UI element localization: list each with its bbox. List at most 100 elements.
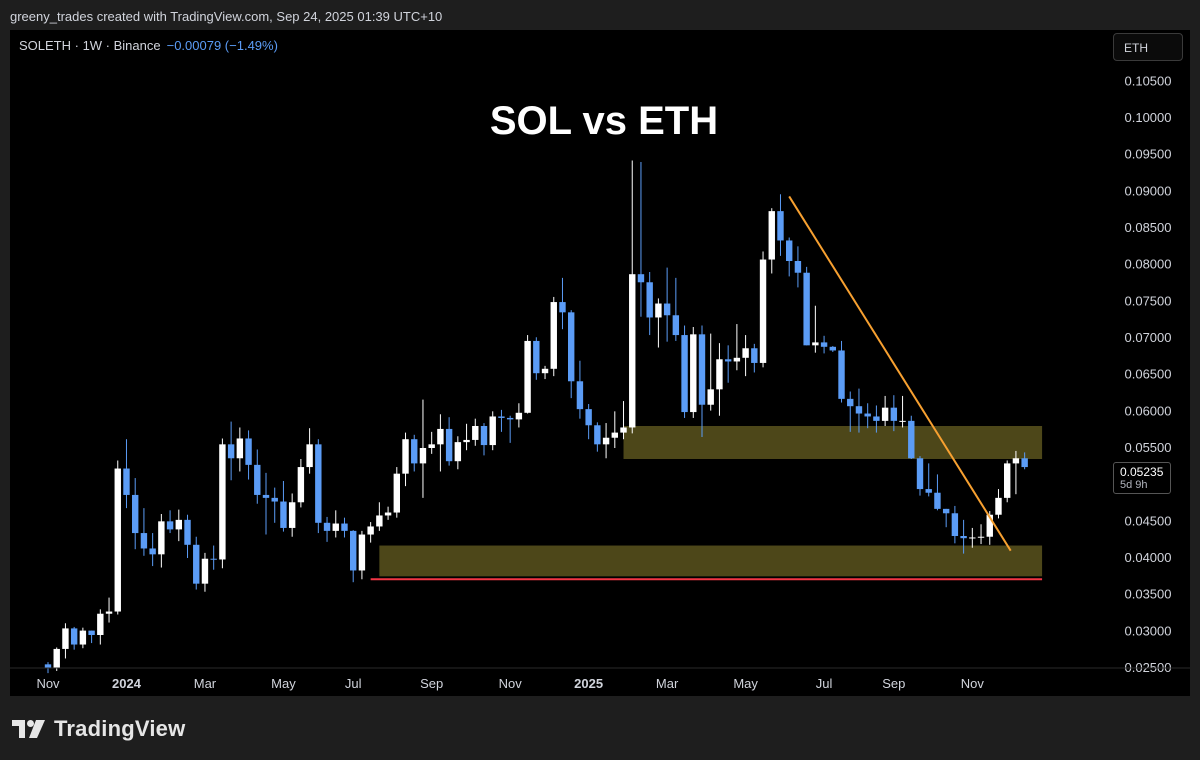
price-axis-label: 0.09000 (1125, 183, 1172, 198)
candle-down (533, 340, 540, 374)
last-price-tag: 0.05235 5d 9h (1113, 462, 1171, 494)
candle-up (1004, 463, 1011, 498)
candle-down (855, 406, 863, 414)
candle-down (445, 428, 453, 462)
candle-down (847, 398, 854, 407)
candle-up (977, 536, 985, 538)
candle-down (925, 489, 932, 493)
time-axis-label: Jul (345, 676, 362, 691)
candle-down (864, 413, 871, 417)
candle-up (201, 558, 209, 584)
candle-down (132, 494, 139, 534)
candle-down (315, 444, 322, 523)
candle-down (681, 335, 688, 413)
price-axis-label: 0.03500 (1125, 587, 1172, 602)
candle-up (541, 368, 549, 374)
candle-down (210, 558, 217, 560)
candle-up (384, 512, 392, 516)
candle-down (594, 425, 601, 445)
candle-up (53, 648, 60, 668)
candle-down (873, 416, 880, 421)
candle-down (960, 536, 967, 539)
candle-down (637, 274, 645, 283)
symbol-legend[interactable]: SOLETH · 1W · Binance −0.00079 (−1.49%) (19, 38, 278, 53)
candle-up (454, 442, 462, 462)
candle-up (105, 611, 113, 614)
candle-up (428, 444, 435, 448)
time-axis-label: Nov (36, 676, 60, 691)
candle-up (236, 438, 244, 459)
candle-down (576, 381, 584, 410)
candle-down (663, 303, 671, 316)
candle-down (193, 544, 200, 584)
symbol-name: SOLETH · 1W · Binance (19, 38, 161, 53)
price-axis-label: 0.04000 (1125, 550, 1172, 565)
candle-down (794, 261, 802, 273)
price-axis-label: 0.09500 (1125, 147, 1172, 162)
candle-down (951, 513, 959, 536)
candle-up (472, 426, 479, 440)
candle-up (463, 439, 470, 443)
candle-down (803, 272, 810, 346)
candle-up (79, 630, 87, 645)
candle-down (254, 464, 261, 495)
candle-down (271, 497, 278, 502)
currency-button[interactable]: ETH (1113, 33, 1183, 61)
candle-up (524, 340, 531, 413)
candle-up (716, 359, 723, 390)
candle-down (672, 315, 680, 336)
price-axis-label: 0.06000 (1125, 403, 1172, 418)
candle-down (1021, 458, 1028, 468)
support-zone (379, 545, 1043, 577)
candle-down (411, 439, 418, 464)
candle-down (140, 533, 148, 549)
candle-up (175, 519, 182, 530)
candle-up (655, 303, 662, 318)
candle-up (881, 407, 889, 421)
candle-up (62, 628, 69, 649)
price-axis-label: 0.03000 (1125, 623, 1172, 638)
candle-up (995, 497, 1002, 515)
time-axis-label: 2024 (112, 676, 142, 691)
price-axis-label: 0.06500 (1125, 367, 1172, 382)
candle-down (480, 426, 488, 446)
candle-up (114, 468, 121, 612)
candle-up (367, 526, 374, 535)
candle-down (350, 530, 357, 571)
candle-up (437, 428, 444, 445)
price-axis-label: 0.08500 (1125, 220, 1172, 235)
price-axis-label: 0.10500 (1125, 73, 1172, 88)
candle-down (166, 521, 174, 530)
candle-up (969, 537, 976, 539)
candle-up (733, 357, 741, 362)
candle-down (838, 350, 845, 399)
candle-down (280, 501, 287, 528)
candle-up (768, 211, 775, 260)
trend-line (788, 195, 1012, 552)
chart-panel[interactable]: SOL vs ETH 0.02500 0.03000 0.03500 0.04000 0.… (10, 30, 1190, 696)
candle-down (44, 664, 52, 668)
candle-up (899, 420, 906, 422)
candle-up (419, 448, 427, 464)
candle-down (786, 240, 793, 261)
candle-down (227, 444, 235, 459)
price-change: −0.00079 (−1.49%) (166, 38, 278, 53)
candle-down (506, 417, 514, 420)
chart-title: SOL vs ETH (490, 99, 718, 143)
footer-brand[interactable]: TradingView (12, 716, 185, 742)
last-price-value: 0.05235 (1120, 465, 1164, 479)
candle-down (123, 468, 130, 495)
candle-down (585, 409, 592, 426)
candle-up (986, 514, 993, 537)
resistance-zone (623, 426, 1043, 459)
candle-down (908, 420, 915, 459)
candle-down (149, 548, 156, 555)
candle-up (489, 416, 496, 446)
time-axis-label: Sep (420, 676, 443, 691)
candle-up (759, 259, 767, 363)
tradingview-logo-icon (12, 720, 45, 738)
candle-down (341, 523, 348, 531)
candle-up (742, 348, 749, 358)
candle-up (376, 515, 383, 527)
candlestick-chart[interactable]: SOL vs ETH0.025000.030000.035000.040000.… (10, 30, 1190, 696)
